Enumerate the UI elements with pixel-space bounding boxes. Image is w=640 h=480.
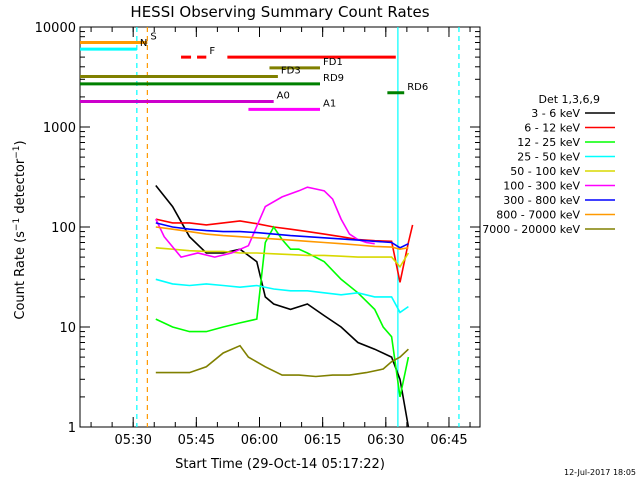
x-tick-label: 06:15 xyxy=(304,433,341,448)
series-line xyxy=(155,222,409,249)
x-tick-label: 06:45 xyxy=(430,433,467,448)
series-line xyxy=(155,278,409,314)
y-tick-label: 1000 xyxy=(43,121,76,136)
flag-label: RD6 xyxy=(407,82,428,93)
y-tick-label: 10 xyxy=(59,321,76,336)
flag-label: A1 xyxy=(323,98,336,109)
series-line xyxy=(155,186,375,258)
data-series xyxy=(155,185,414,428)
legend-title: Det 1,3,6,9 xyxy=(538,93,600,106)
x-tick-label: 06:30 xyxy=(367,433,404,448)
x-axis-label: Start Time (29-Oct-14 05:17:22) xyxy=(175,457,385,472)
flag-bars: SN F FD1 FD3 RD9 RD6 A0 A1 xyxy=(80,31,428,111)
legend-label: 50 - 100 keV xyxy=(510,165,580,178)
legend-label: 6 - 12 keV xyxy=(524,122,580,135)
legend-label: 800 - 7000 keV xyxy=(496,209,580,222)
y-tick-label: 1 xyxy=(68,421,76,436)
flag-label: F xyxy=(209,46,215,57)
x-tick-label: 05:45 xyxy=(178,433,215,448)
legend-label: 100 - 300 keV xyxy=(503,180,580,193)
x-tick-label: 06:00 xyxy=(241,433,278,448)
series-line xyxy=(155,344,409,378)
y-axis-label: Count Rate (s−1 detector−1) xyxy=(12,140,28,319)
series-line xyxy=(155,185,410,428)
chart-title: HESSI Observing Summary Count Rates xyxy=(130,3,429,21)
legend-label: 300 - 800 keV xyxy=(503,194,580,207)
y-axis: 1 10 100 1000 10000 xyxy=(35,21,480,436)
x-tick-label: 05:30 xyxy=(114,433,151,448)
flag-label: FD1 xyxy=(323,57,343,68)
flag-label: N xyxy=(140,38,147,49)
legend-label: 3 - 6 keV xyxy=(531,107,580,120)
legend-label: 25 - 50 keV xyxy=(517,151,580,164)
y-tick-label: 100 xyxy=(51,221,76,236)
legend-label: 7000 - 20000 keV xyxy=(482,223,580,236)
vertical-markers xyxy=(136,27,460,427)
legend-label: 12 - 25 keV xyxy=(517,136,580,149)
flag-label: FD3 xyxy=(281,65,301,76)
series-line xyxy=(155,247,410,269)
footer-date: 12-Jul-2017 18:05 xyxy=(564,468,636,477)
series-line xyxy=(155,225,410,398)
y-tick-label: 10000 xyxy=(35,21,76,36)
x-axis: 05:30 05:45 06:00 06:15 06:30 06:45 xyxy=(90,27,471,448)
series-line xyxy=(155,226,409,251)
flag-label: RD9 xyxy=(323,73,344,84)
flag-label: S xyxy=(150,31,156,42)
flag-label: A0 xyxy=(277,90,290,101)
